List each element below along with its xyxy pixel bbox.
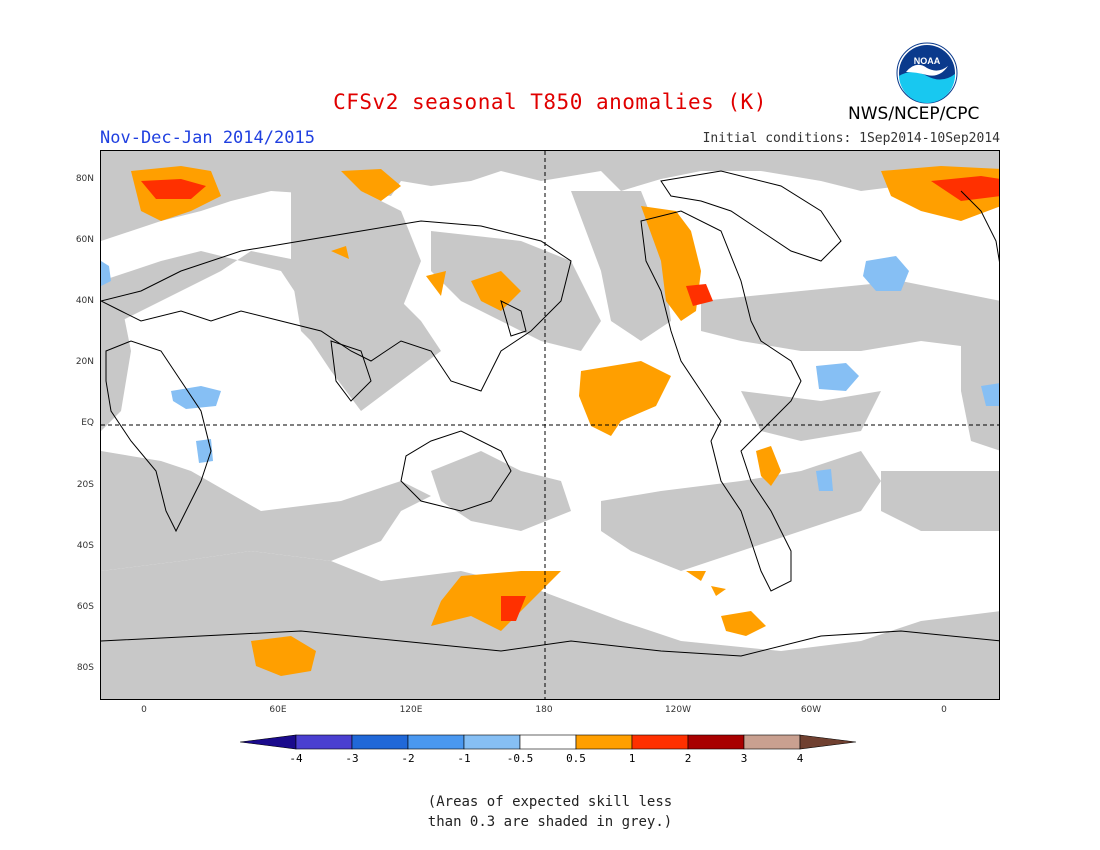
lat-label: 40N (75, 296, 94, 306)
colorbar-segment (295, 734, 353, 750)
colorbar-label: 4 (796, 752, 804, 765)
lat-label: 60S (76, 602, 94, 612)
lon-label: 120W (664, 705, 692, 715)
skill-note-line-2: than 0.3 are shaded in grey.) (427, 814, 673, 830)
skill-note-line-1: (Areas of expected skill less (427, 794, 673, 810)
lon-label: 60E (269, 705, 287, 715)
colorbar-segment (799, 734, 857, 750)
lon-label: 0 (141, 705, 147, 715)
colorbar-label: -4 (289, 752, 303, 765)
season-label: Nov-Dec-Jan 2014/2015 (100, 128, 315, 148)
lon-label: 180 (535, 705, 553, 715)
lat-label: 80N (75, 174, 94, 184)
colorbar-label: -1 (457, 752, 471, 765)
colorbar-segment (463, 734, 521, 750)
colorbar-segment (743, 734, 801, 750)
colorbar-label: -0.5 (506, 752, 534, 765)
cool-anomaly-regions (101, 256, 999, 491)
lat-label: 20S (76, 480, 94, 490)
lat-label: 40S (76, 541, 94, 551)
lat-label: 20N (75, 357, 94, 367)
skill-note: (Areas of expected skill less than 0.3 a… (0, 792, 1100, 832)
chart-title: CFSv2 seasonal T850 anomalies (K) (333, 90, 767, 114)
colorbar-segment (687, 734, 745, 750)
colorbar-segment (407, 734, 465, 750)
colorbar-label: 3 (740, 752, 748, 765)
colorbar-label: 1 (628, 752, 636, 765)
colorbar-segment (240, 734, 297, 750)
lon-label: 120E (399, 705, 423, 715)
map-canvas (101, 151, 999, 699)
lon-label: 60W (800, 705, 822, 715)
initial-conditions-label: Initial conditions: 1Sep2014-10Sep2014 (702, 131, 1000, 146)
strong-warm-regions (141, 176, 999, 621)
lat-label: 80S (76, 663, 94, 673)
anomaly-map (100, 150, 1000, 700)
colorbar-label: 0.5 (566, 752, 586, 765)
logo-text: NOAA (914, 56, 941, 66)
colorbar-segment (519, 734, 577, 750)
coastlines (101, 170, 999, 657)
lat-label: 60N (75, 235, 94, 245)
colorbar-label: 2 (684, 752, 692, 765)
colorbar-label: -3 (345, 752, 359, 765)
noaa-logo: NOAA (896, 42, 958, 104)
colorbar-label: -2 (401, 752, 415, 765)
agency-label: NWS/NCEP/CPC (848, 104, 980, 124)
lon-label: 0 (941, 705, 947, 715)
colorbar-segment (631, 734, 689, 750)
colorbar-segment (351, 734, 409, 750)
colorbar-segment (575, 734, 633, 750)
lat-label: EQ (81, 418, 94, 428)
colorbar (240, 734, 857, 750)
